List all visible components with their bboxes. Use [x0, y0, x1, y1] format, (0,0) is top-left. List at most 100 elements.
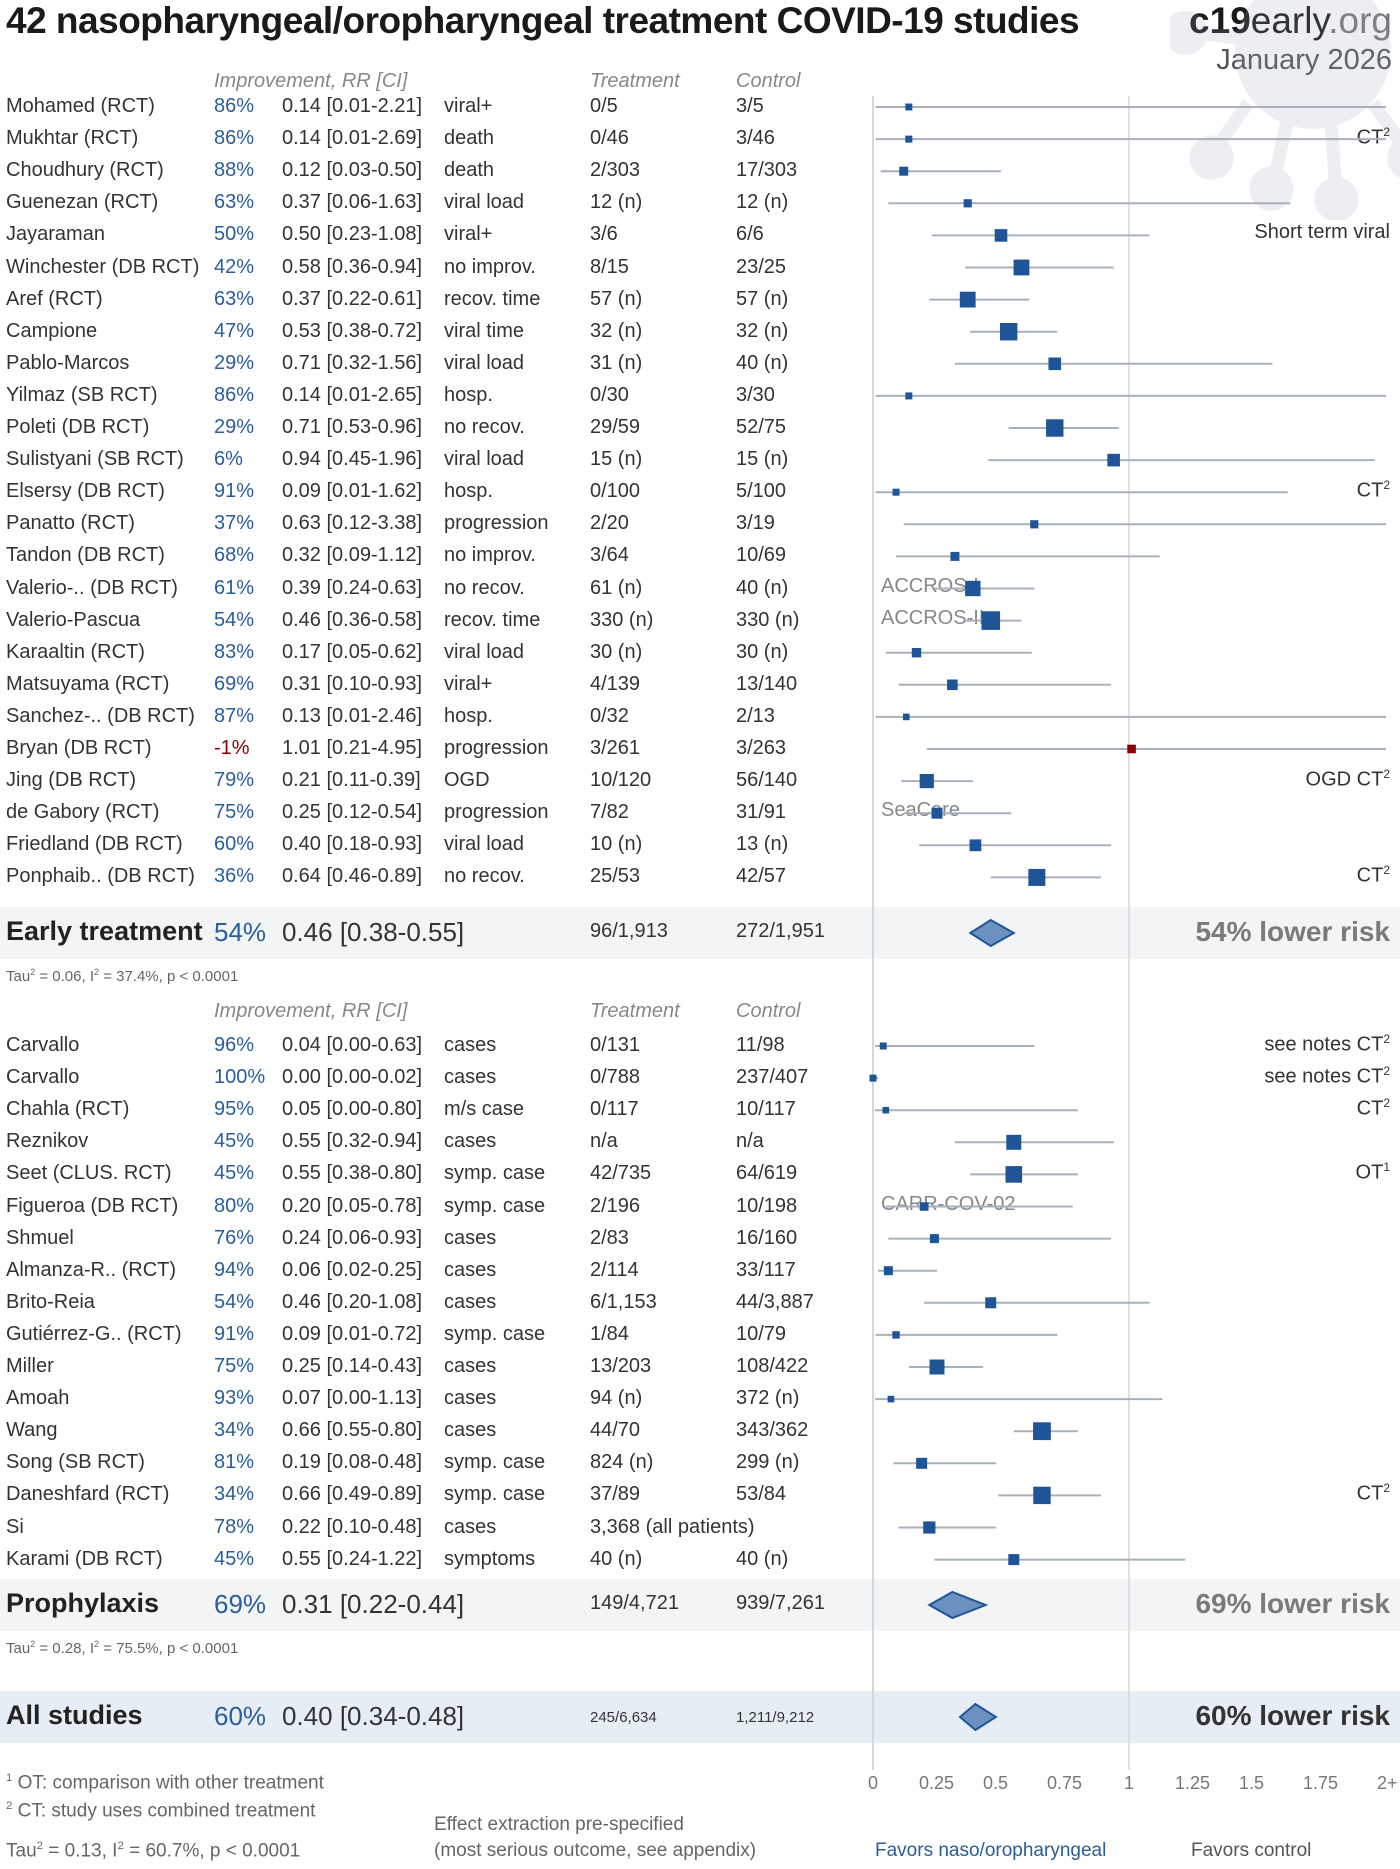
effect-square	[1033, 1486, 1051, 1505]
study-name[interactable]: Mohamed (RCT)	[6, 95, 155, 117]
study-note: CT2	[1357, 125, 1390, 150]
study-rr-ci: 0.55 [0.24-1.22]	[282, 1547, 423, 1570]
effect-square	[1107, 453, 1120, 467]
study-improvement: 47%	[214, 319, 255, 342]
study-improvement: 87%	[214, 704, 255, 727]
study-name[interactable]: Poleti (DB RCT)	[6, 416, 150, 438]
study-note-footnote-ref: 2	[1383, 863, 1390, 878]
study-name[interactable]: Figueroa (DB RCT)	[6, 1194, 179, 1217]
study-treatment-count: 2/303	[590, 159, 641, 182]
study-note-text: CT	[1356, 865, 1384, 888]
study-name[interactable]: Chahla (RCT)	[6, 1098, 130, 1121]
study-name[interactable]: Jing (DB RCT)	[6, 769, 137, 792]
study-improvement: 93%	[214, 1387, 255, 1410]
study-name[interactable]: Wang	[6, 1419, 58, 1442]
study-control-count: 57 (n)	[736, 287, 789, 310]
summary-rr-ci: 0.46 [0.38-0.55]	[282, 917, 465, 947]
study-rr-ci: 0.32 [0.09-1.12]	[282, 544, 423, 567]
effect-square	[1008, 1554, 1020, 1566]
study-control-count: 44/3,887	[736, 1290, 814, 1313]
brand-logo[interactable]: c19early.org	[1189, 0, 1392, 42]
study-treatment-count: 31 (n)	[590, 351, 643, 374]
study-control-count: 3/263	[736, 737, 787, 759]
study-control-count: 64/619	[736, 1162, 798, 1185]
study-name[interactable]: Reznikov	[6, 1130, 89, 1153]
study-outcome: no recov.	[444, 865, 525, 888]
study-improvement: 63%	[214, 287, 255, 310]
study-name[interactable]: Ponphaib.. (DB RCT)	[6, 865, 195, 888]
group-summary-band	[0, 907, 1400, 959]
study-name[interactable]: Winchester (DB RCT)	[6, 255, 200, 278]
study-improvement: 68%	[214, 544, 255, 567]
study-rr-ci: 0.31 [0.10-0.93]	[282, 672, 423, 695]
study-rr-ci: 1.01 [0.21-4.95]	[282, 737, 423, 759]
study-name[interactable]: Pablo-Marcos	[6, 351, 130, 374]
study-name[interactable]: Choudhury (RCT)	[6, 159, 164, 182]
study-name[interactable]: Brito-Reia	[6, 1290, 95, 1313]
study-name[interactable]: Jayaraman	[6, 223, 105, 246]
study-control-count: 23/25	[736, 255, 787, 278]
study-name[interactable]: Song (SB RCT)	[6, 1451, 145, 1474]
study-name[interactable]: Seet (CLUS. RCT)	[6, 1162, 172, 1185]
effect-square	[1006, 1134, 1022, 1150]
study-name[interactable]: Carvallo	[6, 1034, 80, 1056]
study-name[interactable]: Matsuyama (RCT)	[6, 672, 170, 695]
study-name[interactable]: Valerio-Pascua	[6, 608, 141, 631]
study-control-count: 372 (n)	[736, 1387, 800, 1410]
study-note-text: CT	[1356, 126, 1384, 149]
study-outcome: symp. case	[444, 1322, 546, 1345]
study-name[interactable]: Karaaltin (RCT)	[6, 640, 145, 663]
study-name[interactable]: Karami (DB RCT)	[6, 1547, 163, 1570]
study-control-count: 3/46	[736, 127, 775, 150]
study-name[interactable]: Mukhtar (RCT)	[6, 127, 139, 150]
study-name[interactable]: Daneshfard (RCT)	[6, 1483, 170, 1506]
study-improvement: 60%	[214, 833, 255, 856]
study-improvement: 86%	[214, 95, 255, 117]
summary-control-count: 272/1,951	[736, 920, 825, 942]
study-name[interactable]: Bryan (DB RCT)	[6, 737, 152, 759]
study-note-footnote-ref: 2	[1383, 478, 1390, 493]
study-outcome: viral+	[444, 672, 493, 695]
study-treatment-count: 57 (n)	[590, 287, 643, 310]
study-name[interactable]: Sulistyani (SB RCT)	[6, 448, 184, 471]
study-name[interactable]: Carvallo	[6, 1066, 80, 1089]
study-improvement: 50%	[214, 223, 255, 246]
study-name[interactable]: de Gabory (RCT)	[6, 801, 160, 824]
study-treatment-count: 10/120	[590, 769, 652, 792]
study-note: CT2	[1357, 863, 1390, 888]
study-name[interactable]: Elsersy (DB RCT)	[6, 480, 165, 503]
study-name[interactable]: Valerio-.. (DB RCT)	[6, 576, 178, 599]
study-name[interactable]: Amoah	[6, 1387, 70, 1410]
study-name[interactable]: Campione	[6, 319, 98, 342]
study-name[interactable]: Tandon (DB RCT)	[6, 544, 165, 567]
study-outcome: cases	[444, 1419, 497, 1442]
study-name[interactable]: Almanza-R.. (RCT)	[6, 1258, 177, 1281]
study-note: CT2	[1357, 478, 1390, 503]
study-improvement: 91%	[214, 1322, 255, 1345]
tau-label: Tau	[6, 1640, 31, 1657]
x-tick-label: 1.5	[1239, 1773, 1265, 1793]
study-improvement: -1%	[214, 737, 250, 759]
study-name[interactable]: Shmuel	[6, 1226, 74, 1249]
study-name[interactable]: Aref (RCT)	[6, 287, 103, 310]
study-note-footnote-ref: 2	[1383, 1032, 1390, 1046]
study-name[interactable]: Friedland (DB RCT)	[6, 833, 183, 856]
study-treatment-count: 330 (n)	[590, 608, 654, 631]
study-name[interactable]: Panatto (RCT)	[6, 512, 135, 535]
study-name[interactable]: Guenezan (RCT)	[6, 191, 159, 214]
study-rr-ci: 0.04 [0.00-0.63]	[282, 1034, 423, 1056]
study-name[interactable]: Si	[6, 1515, 24, 1538]
study-improvement: 63%	[214, 191, 255, 214]
study-control-count: 3/30	[736, 383, 775, 406]
study-name[interactable]: Miller	[6, 1355, 54, 1377]
summary-improvement: 69%	[214, 1589, 267, 1619]
favors-control-label: Favors control	[1191, 1840, 1312, 1861]
study-name[interactable]: Gutiérrez-G.. (RCT)	[6, 1322, 182, 1345]
study-name[interactable]: Yilmaz (SB RCT)	[6, 383, 158, 406]
study-name[interactable]: Sanchez-.. (DB RCT)	[6, 704, 195, 727]
footnote-ot: 1 OT: comparison with other treatment	[6, 1772, 324, 1794]
study-control-count: 13/140	[736, 672, 798, 695]
study-outcome: viral load	[444, 191, 525, 214]
study-improvement: 6%	[214, 448, 243, 471]
study-rr-ci: 0.63 [0.12-3.38]	[282, 512, 423, 535]
